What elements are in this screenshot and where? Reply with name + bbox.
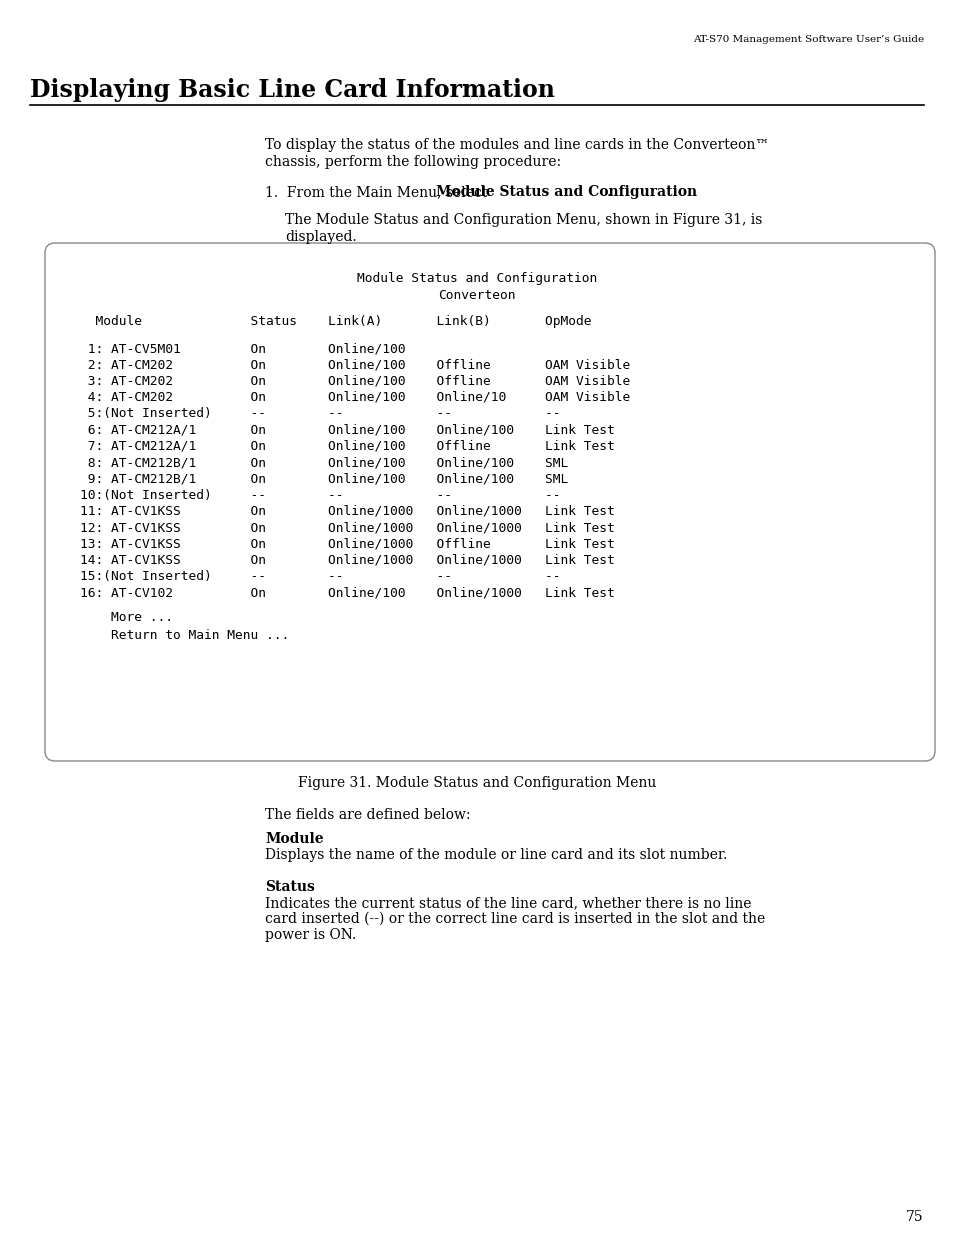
Text: Indicates the current status of the line card, whether there is no line: Indicates the current status of the line…	[265, 897, 751, 910]
Text: 3: AT-CM202          On        Online/100    Offline       OAM Visible: 3: AT-CM202 On Online/100 Offline OAM Vi…	[80, 374, 630, 388]
Text: 1: AT-CV5M01         On        Online/100: 1: AT-CV5M01 On Online/100	[80, 342, 405, 354]
Text: AT-S70 Management Software User’s Guide: AT-S70 Management Software User’s Guide	[692, 35, 923, 44]
Text: 9: AT-CM212B/1       On        Online/100    Online/100    SML: 9: AT-CM212B/1 On Online/100 Online/100 …	[80, 473, 568, 485]
Text: 1.  From the Main Menu, select: 1. From the Main Menu, select	[265, 185, 491, 199]
Text: 8: AT-CM212B/1       On        Online/100    Online/100    SML: 8: AT-CM212B/1 On Online/100 Online/100 …	[80, 456, 568, 469]
Text: 16: AT-CV102          On        Online/100    Online/1000   Link Test: 16: AT-CV102 On Online/100 Online/1000 L…	[80, 587, 614, 599]
Text: 7: AT-CM212A/1       On        Online/100    Offline       Link Test: 7: AT-CM212A/1 On Online/100 Offline Lin…	[80, 440, 614, 453]
Text: 4: AT-CM202          On        Online/100    Online/10     OAM Visible: 4: AT-CM202 On Online/100 Online/10 OAM …	[80, 391, 630, 404]
Text: Return to Main Menu ...: Return to Main Menu ...	[80, 629, 289, 642]
Text: Displaying Basic Line Card Information: Displaying Basic Line Card Information	[30, 78, 555, 103]
Text: Status: Status	[265, 881, 314, 894]
Text: Displays the name of the module or line card and its slot number.: Displays the name of the module or line …	[265, 848, 726, 862]
Text: 11: AT-CV1KSS         On        Online/1000   Online/1000   Link Test: 11: AT-CV1KSS On Online/1000 Online/1000…	[80, 505, 614, 517]
Text: 10:(Not Inserted)     --        --            --            --: 10:(Not Inserted) -- -- -- --	[80, 489, 560, 501]
Text: 5:(Not Inserted)     --        --            --            --: 5:(Not Inserted) -- -- -- --	[80, 408, 560, 420]
Text: 13: AT-CV1KSS         On        Online/1000   Offline       Link Test: 13: AT-CV1KSS On Online/1000 Offline Lin…	[80, 537, 614, 551]
Text: 75: 75	[905, 1210, 923, 1224]
FancyBboxPatch shape	[45, 243, 934, 761]
Text: Figure 31. Module Status and Configuration Menu: Figure 31. Module Status and Configurati…	[297, 776, 656, 790]
Text: 6: AT-CM212A/1       On        Online/100    Online/100    Link Test: 6: AT-CM212A/1 On Online/100 Online/100 …	[80, 424, 614, 436]
Text: Converteon: Converteon	[437, 289, 516, 303]
Text: 2: AT-CM202          On        Online/100    Offline       OAM Visible: 2: AT-CM202 On Online/100 Offline OAM Vi…	[80, 358, 630, 372]
Text: More ...: More ...	[80, 611, 172, 624]
Text: Module              Status    Link(A)       Link(B)       OpMode: Module Status Link(A) Link(B) OpMode	[80, 315, 591, 329]
Text: 12: AT-CV1KSS         On        Online/1000   Online/1000   Link Test: 12: AT-CV1KSS On Online/1000 Online/1000…	[80, 521, 614, 535]
Text: displayed.: displayed.	[285, 230, 356, 245]
Text: 15:(Not Inserted)     --        --            --            --: 15:(Not Inserted) -- -- -- --	[80, 571, 560, 583]
Text: The fields are defined below:: The fields are defined below:	[265, 808, 470, 823]
Text: The Module Status and Configuration Menu, shown in Figure 31, is: The Module Status and Configuration Menu…	[285, 212, 761, 227]
Text: 14: AT-CV1KSS         On        Online/1000   Online/1000   Link Test: 14: AT-CV1KSS On Online/1000 Online/1000…	[80, 555, 614, 567]
Text: Module: Module	[265, 832, 323, 846]
Text: power is ON.: power is ON.	[265, 927, 355, 942]
Text: .: .	[607, 185, 611, 199]
Text: Module Status and Configuration: Module Status and Configuration	[356, 272, 597, 285]
Text: To display the status of the modules and line cards in the Converteon™: To display the status of the modules and…	[265, 138, 768, 152]
Text: card inserted (--) or the correct line card is inserted in the slot and the: card inserted (--) or the correct line c…	[265, 911, 764, 926]
Text: chassis, perform the following procedure:: chassis, perform the following procedure…	[265, 156, 560, 169]
Text: Module Status and Configuration: Module Status and Configuration	[436, 185, 697, 199]
